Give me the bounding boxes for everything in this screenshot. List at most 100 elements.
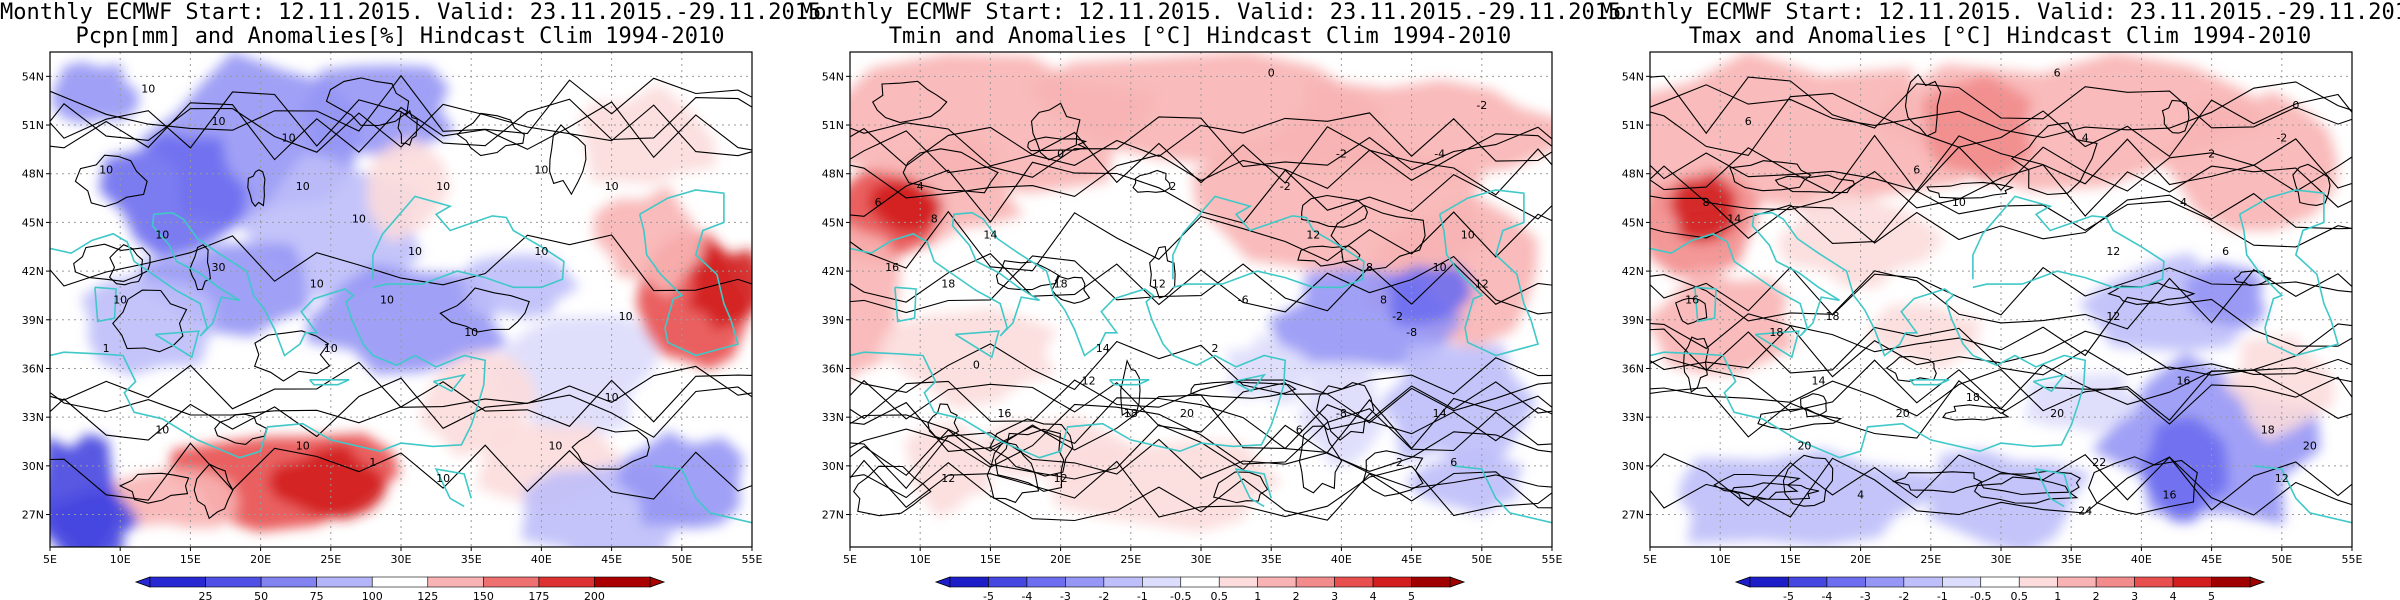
contour-line	[50, 374, 752, 427]
coastline	[94, 286, 117, 323]
lat-tick-label: 54N	[1622, 70, 1644, 83]
contour-ring	[1362, 450, 1424, 497]
contour-ring	[1120, 359, 1141, 419]
anomaly-area	[578, 83, 717, 185]
contour-ring	[1782, 454, 1834, 507]
lat-tick-label: 45N	[822, 216, 844, 229]
contour-line	[1650, 268, 2352, 330]
lon-tick-label: 5E	[1643, 553, 1657, 566]
coastline	[432, 373, 467, 393]
contour-label: 8	[1380, 294, 1387, 307]
contour-line	[1650, 192, 2352, 244]
contour-ring	[247, 169, 266, 208]
lat-tick-label: 36N	[822, 362, 844, 375]
panel-title-line2: Pcpn[mm] and Anomalies[%] Hindcast Clim …	[75, 24, 725, 49]
colorbar-label: -5	[983, 590, 994, 600]
anomaly-area	[1677, 448, 1938, 547]
colorbar-label: 175	[528, 590, 549, 600]
coastline	[1909, 379, 1950, 386]
colorbar-label: 1	[1254, 590, 1261, 600]
colorbar-label: -2	[1898, 590, 1909, 600]
coastline	[1109, 379, 1150, 386]
contour-line	[1650, 92, 2352, 158]
colorbar-swatch	[1257, 576, 1297, 588]
contour-labels: 10 10 10 10 10 10 10 10 10 10 10 30 10 10 10 10 10 10 1 10 1…	[99, 83, 632, 486]
colorbar: -5 -4 -3 -2 -1 -0.5 0.5 1 2 3 4 5	[934, 576, 1466, 600]
lon-tick-label: 30E	[1191, 553, 1212, 566]
contour-label: 10	[534, 245, 548, 258]
colorbar-swatch	[371, 576, 429, 588]
anomaly-shading	[50, 52, 752, 547]
coastline	[2034, 468, 2072, 508]
colorbar-swatch	[260, 576, 317, 588]
contour-line	[1650, 296, 2352, 357]
contour-ring	[2292, 163, 2331, 206]
anomaly-area	[98, 132, 248, 258]
colorbar-swatch	[1026, 576, 1066, 588]
coastline	[954, 330, 1000, 359]
coastline	[1172, 195, 1365, 289]
contour-label: 20	[1896, 407, 1910, 420]
panel-tmax: Monthly ECMWF Start: 12.11.2015. Valid: …	[1600, 0, 2400, 600]
contour-label: 10	[310, 277, 324, 290]
panel-precipitation: Monthly ECMWF Start: 12.11.2015. Valid: …	[0, 0, 834, 600]
coastline	[653, 465, 752, 524]
colorbar-label: -0.5	[1970, 590, 1991, 600]
anomaly-area	[51, 61, 140, 124]
coastline	[1972, 195, 2165, 289]
contour-label: 2	[1212, 342, 1219, 355]
coastlines	[50, 189, 752, 524]
colorbar-label: -3	[1860, 590, 1871, 600]
colorbar-label: 4	[2170, 590, 2177, 600]
contour-label: 10	[296, 440, 310, 453]
contour-ring	[1149, 245, 1176, 299]
contour-label: 10	[324, 342, 338, 355]
colorbar-swatch	[1180, 576, 1220, 588]
lat-tick-label: 42N	[22, 265, 44, 278]
contour-ring	[73, 243, 151, 282]
contour-label: 14	[1727, 212, 1741, 225]
colorbar-label: -0.5	[1170, 590, 1191, 600]
colorbar-swatch	[1903, 576, 1943, 588]
contour-label: 1	[103, 342, 110, 355]
panel-title-line1: Monthly ECMWF Start: 12.11.2015. Valid: …	[1600, 0, 2400, 25]
anomaly-area	[2184, 261, 2266, 327]
panel-tmin: Monthly ECMWF Start: 12.11.2015. Valid: …	[800, 0, 1634, 600]
contour-ring	[118, 472, 190, 504]
colorbar-high-arrow	[2249, 576, 2266, 588]
contour-ring	[74, 154, 148, 208]
colorbar-swatch	[538, 576, 595, 588]
contour-ring	[2010, 122, 2098, 196]
contour-lines	[50, 74, 752, 520]
contour-label: 10	[408, 245, 422, 258]
contour-label: 22	[2092, 456, 2106, 469]
coastline	[1754, 330, 1800, 359]
contour-label: 1	[369, 456, 376, 469]
coastline	[1453, 465, 1552, 524]
contour-label: -4	[1434, 147, 1445, 160]
anomaly-area	[1405, 453, 1525, 516]
lon-tick-label: 55E	[1542, 553, 1563, 566]
contour-ring	[571, 426, 650, 470]
colorbar-label: 0.5	[1210, 590, 1228, 600]
colorbar-swatch	[205, 576, 262, 588]
contour-label: 12	[1152, 277, 1166, 290]
colorbar-label: 25	[199, 590, 213, 600]
contour-label: 12	[2106, 245, 2120, 258]
lon-tick-label: 40E	[2131, 553, 2152, 566]
contour-line	[1650, 135, 2352, 193]
contour-label: -2	[1280, 180, 1291, 193]
contour-ring	[253, 330, 331, 382]
lon-tick-label: 40E	[1331, 553, 1352, 566]
colorbar-swatch	[149, 576, 206, 588]
contour-ring	[439, 287, 530, 333]
contour-ring	[214, 413, 268, 445]
coastlines	[850, 189, 1552, 524]
colorbar-low-arrow	[1734, 576, 1751, 588]
contour-ring	[549, 124, 587, 196]
anomaly-area	[1650, 52, 1968, 217]
colorbar: 25 50 75 100 125 150 175 200	[134, 576, 666, 600]
contour-label: 10	[113, 294, 127, 307]
